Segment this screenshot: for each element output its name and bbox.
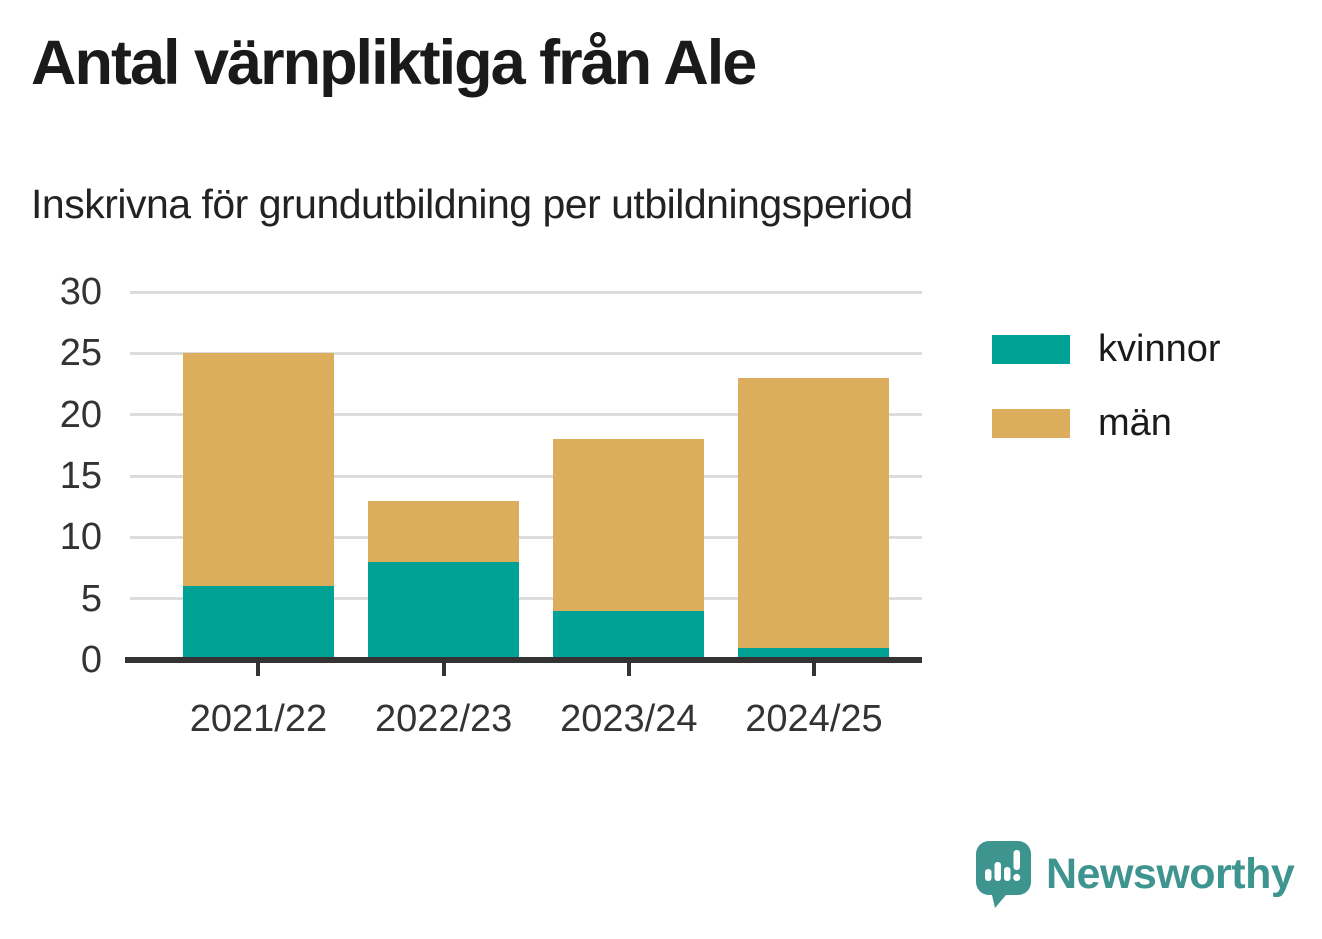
legend-row-män: män bbox=[992, 402, 1221, 445]
chart-title: Antal värnpliktiga från Ale bbox=[31, 28, 757, 98]
y-tick-label-0: 0 bbox=[80, 639, 102, 681]
y-axis-labels: 0 5 10 15 20 25 30 bbox=[20, 273, 116, 679]
bar-segment-kvinnor-2023-24 bbox=[553, 610, 705, 660]
legend-row-kvinnor: kvinnor bbox=[992, 328, 1221, 371]
newsworthy-bubble-icon bbox=[976, 841, 1031, 908]
stacked-bar-2022-23 bbox=[368, 500, 520, 660]
y-tick-label-15: 15 bbox=[59, 455, 102, 497]
y-tick-label-5: 5 bbox=[80, 577, 102, 620]
gridline-y-10 bbox=[130, 535, 922, 539]
gridline-y-25 bbox=[130, 351, 922, 355]
gridline-y-20 bbox=[130, 413, 922, 417]
bar-segment-kvinnor-2024-25 bbox=[738, 647, 890, 660]
legend: kvinnor män bbox=[992, 328, 1221, 476]
legend-swatch-män bbox=[992, 409, 1070, 438]
y-tick-label-25: 25 bbox=[59, 332, 102, 375]
chart-subtitle: Inskrivna för grundutbildning per utbild… bbox=[31, 181, 913, 227]
x-tick-label-2024-25: 2024/25 bbox=[745, 698, 883, 740]
stacked-bar-2021-22 bbox=[182, 353, 334, 660]
x-axis-line bbox=[125, 657, 922, 663]
legend-label-kvinnor: kvinnor bbox=[1098, 328, 1221, 370]
plot-area: 2021/22 2022/23 2023/24 2024/25 bbox=[125, 290, 922, 740]
x-tick-label-2021-22: 2021/22 bbox=[189, 698, 328, 740]
x-tick-2024-25 bbox=[811, 663, 816, 676]
bar-segment-kvinnor-2021-22 bbox=[182, 586, 334, 660]
legend-swatch-kvinnor bbox=[992, 335, 1070, 364]
newsworthy-wordmark: Newsworthy bbox=[1046, 850, 1295, 898]
bar-segment-män-2022-23 bbox=[368, 500, 520, 562]
newsworthy-logo: Newsworthy bbox=[976, 841, 1295, 908]
bar-segment-män-2021-22 bbox=[182, 353, 334, 587]
x-tick-label-2022-23: 2022/23 bbox=[374, 698, 513, 740]
stacked-bar-2023-24 bbox=[553, 439, 705, 660]
bar-segment-kvinnor-2022-23 bbox=[368, 561, 520, 660]
x-tick-label-2023-24: 2023/24 bbox=[560, 698, 698, 740]
legend-label-män: män bbox=[1098, 402, 1172, 444]
y-tick-label-20: 20 bbox=[59, 393, 102, 436]
bars-and-exclamation-glyph bbox=[985, 850, 1021, 882]
bar-segment-män-2023-24 bbox=[553, 439, 705, 611]
stacked-bar-2024-25 bbox=[738, 377, 890, 660]
x-tick-2021-22 bbox=[256, 663, 261, 676]
gridline-y-30 bbox=[130, 290, 922, 294]
x-tick-2023-24 bbox=[626, 663, 631, 676]
gridline-y-5 bbox=[130, 597, 922, 601]
x-tick-2022-23 bbox=[441, 663, 446, 676]
y-tick-label-30: 30 bbox=[59, 271, 102, 313]
gridline-y-15 bbox=[130, 474, 922, 478]
bar-segment-män-2024-25 bbox=[738, 377, 890, 648]
y-tick-label-10: 10 bbox=[59, 516, 102, 559]
